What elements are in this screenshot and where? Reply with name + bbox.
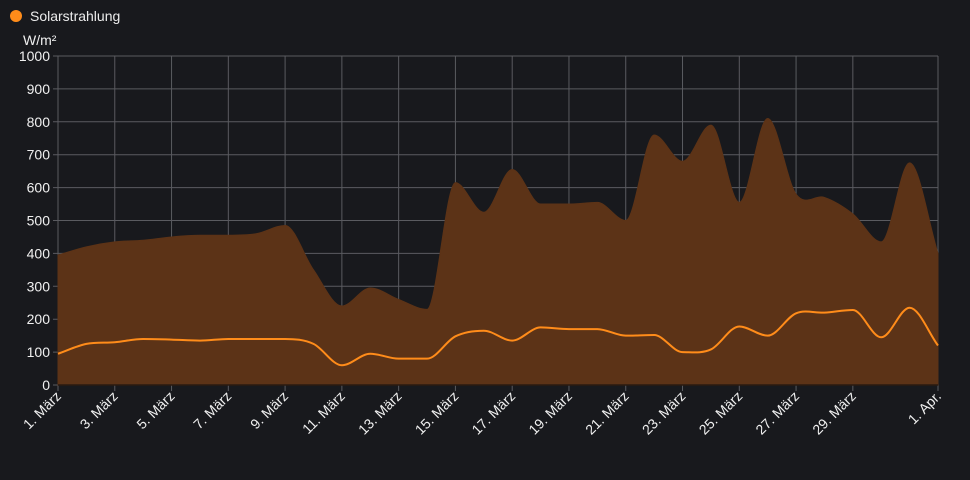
legend-swatch-dot: [10, 10, 22, 22]
x-tick-label: 19. März: [525, 388, 575, 438]
legend-label: Solarstrahlung: [30, 8, 121, 24]
y-tick-label: 1000: [19, 48, 50, 64]
legend-item-solarstrahlung[interactable]: Solarstrahlung: [10, 8, 120, 24]
x-tick-label: 21. März: [582, 388, 632, 438]
chart-area-layer: [57, 118, 939, 386]
y-axis-unit: W/m²: [23, 32, 57, 48]
y-tick-label: 600: [27, 180, 51, 196]
x-tick-label: 13. März: [355, 388, 405, 438]
y-tick-label: 100: [27, 344, 51, 360]
chart-line-layer: [57, 306, 939, 367]
y-tick-label: 200: [27, 311, 51, 327]
y-tick-label: 400: [27, 245, 51, 261]
y-tick-label: 900: [27, 81, 51, 97]
x-tick-label: 17. März: [468, 388, 518, 438]
y-tick-label: 800: [27, 114, 51, 130]
x-tick-label: 7. März: [190, 388, 234, 432]
x-tick-label: 15. März: [412, 388, 462, 438]
x-tick-label: 1. Apr.: [905, 388, 944, 427]
average-radiation-line: [57, 306, 939, 367]
y-tick-label: 300: [27, 278, 51, 294]
x-tick-label: 11. März: [299, 388, 348, 437]
x-tick-label: 23. März: [639, 388, 689, 438]
x-tick-label: 5. März: [133, 388, 177, 432]
x-tick-label: 29. März: [809, 388, 859, 438]
max-radiation-area: [57, 118, 939, 386]
x-tick-label: 27. März: [752, 388, 802, 438]
y-tick-label: 700: [27, 147, 51, 163]
x-tick-label: 1. März: [20, 388, 64, 432]
x-tick-label: 3. März: [77, 388, 121, 432]
y-tick-label: 500: [27, 213, 51, 229]
y-tick-label: 0: [42, 377, 50, 393]
x-tick-label: 25. März: [696, 388, 746, 438]
x-tick-label: 9. März: [247, 388, 291, 432]
